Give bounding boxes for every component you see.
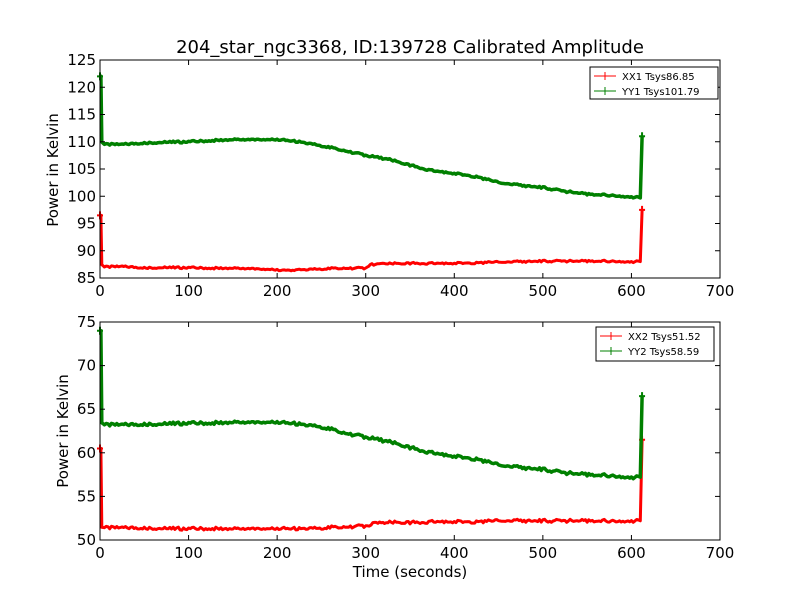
y-tick-label: 70 (77, 357, 96, 375)
x-tick-label: 500 (529, 282, 558, 300)
legend-swatch (594, 87, 616, 95)
x-tick-label: 200 (263, 544, 292, 562)
legend-box (589, 66, 719, 100)
chart-title: 204_star_ngc3368, ID:139728 Calibrated A… (176, 37, 644, 58)
x-tick-label: 100 (174, 544, 203, 562)
y-tick-label: 120 (67, 78, 96, 96)
y-tick-label: 55 (77, 487, 96, 505)
legend-swatch (594, 72, 616, 80)
x-tick-label: 600 (617, 282, 646, 300)
bottom-chart: 0 100 200 300 400 500 600 700 50 55 60 65 70 75 XX2 Ts… (77, 313, 734, 562)
legend-label: XX2 Tsys51.52 (628, 332, 701, 343)
x-tick-label: 0 (95, 282, 105, 300)
y-tick-label: 65 (77, 400, 96, 418)
x-tick-label: 500 (529, 544, 558, 562)
x-tick-label: 600 (617, 544, 646, 562)
x-tick-label: 100 (174, 282, 203, 300)
y-tick-label: 125 (67, 51, 96, 69)
y-tick-label: 110 (67, 133, 96, 151)
legend-box (595, 326, 715, 362)
series-line-1 (100, 209, 644, 273)
series-1-marker-2 (639, 205, 646, 214)
x-tick-label: 200 (263, 282, 292, 300)
bottom-chart-ylabel: Power in Kelvin (54, 374, 72, 488)
top-chart-ylabel: Power in Kelvin (44, 113, 62, 227)
x-tick-label: 700 (706, 544, 735, 562)
x-tick-label: 300 (351, 544, 380, 562)
x-tick-label: 0 (95, 544, 105, 562)
x-tick-label: 300 (351, 282, 380, 300)
x-tick-label: 400 (440, 544, 469, 562)
series-line-1 (100, 439, 644, 532)
y-tick-label: 85 (77, 269, 96, 287)
series-2-marker-2 (639, 392, 646, 401)
series-2-marker-2 (639, 132, 646, 141)
series-line-2 (100, 328, 644, 481)
y-tick-label: 75 (77, 313, 96, 331)
y-tick-label: 60 (77, 444, 96, 462)
y-tick-label: 105 (67, 160, 96, 178)
legend: XX2 Tsys51.52 YY2 Tsys58.59 (595, 326, 715, 362)
y-tick-label: 50 (77, 531, 96, 549)
y-tick-label: 95 (77, 215, 96, 233)
legend-label: XX1 Tsys86.85 (622, 72, 695, 83)
x-tick-label: 400 (440, 282, 469, 300)
y-tick-label: 90 (77, 242, 96, 260)
legend-swatch (600, 332, 622, 340)
top-chart: 0 100 200 300 400 500 600 700 85 90 95 100 105 110 115… (67, 51, 734, 300)
y-tick-label: 100 (67, 187, 96, 205)
series-line-2 (100, 74, 644, 200)
bottom-chart-xlabel: Time (seconds) (352, 563, 468, 581)
legend: XX1 Tsys86.85 YY1 Tsys101.79 (589, 66, 719, 100)
y-tick-label: 115 (67, 106, 96, 124)
plot-frame (99, 321, 721, 541)
x-tick-label: 700 (706, 282, 735, 300)
legend-label: YY2 Tsys58.59 (627, 347, 699, 358)
legend-label: YY1 Tsys101.79 (621, 87, 700, 98)
legend-swatch (600, 347, 622, 355)
